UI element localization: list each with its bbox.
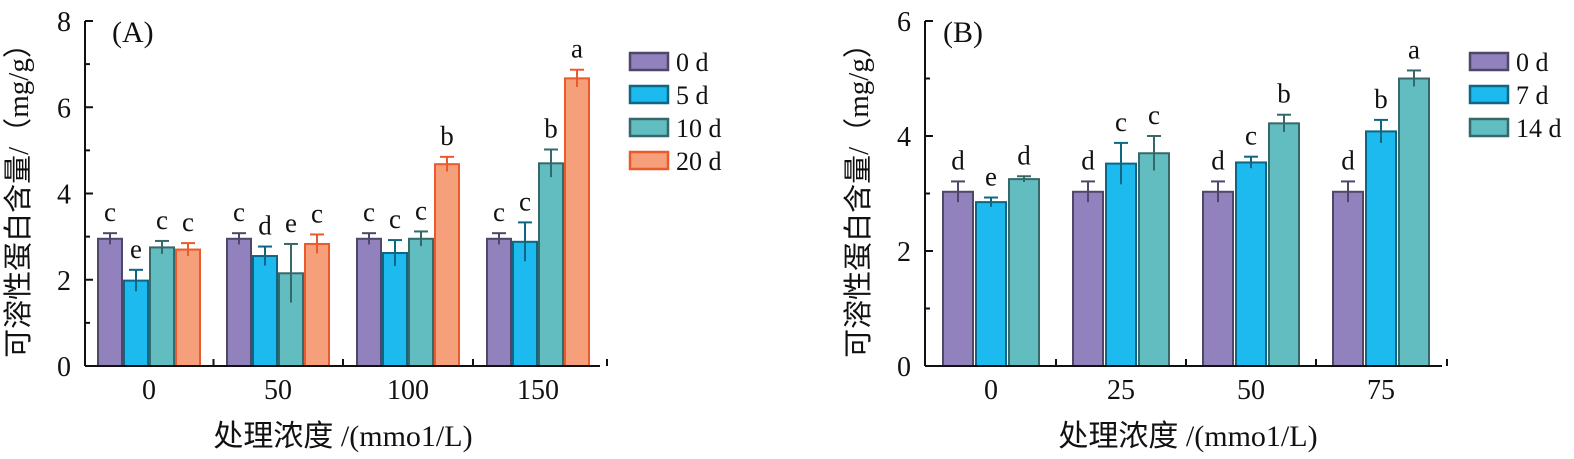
x-tick-label: 50	[264, 375, 292, 406]
significance-letter: e	[285, 208, 297, 238]
y-axis-title: 可溶性蛋白含量/（mg/g）	[842, 29, 875, 358]
y-axis-title: 可溶性蛋白含量/（mg/g）	[2, 29, 35, 358]
bar	[226, 237, 252, 367]
bar	[149, 246, 175, 367]
x-axis-title: 处理浓度 /(mmo1/L)	[213, 420, 472, 453]
y-tick-label: 6	[897, 7, 911, 38]
x-tick-label: 100	[387, 375, 429, 406]
legend-label: 7 d	[1516, 81, 1549, 110]
x-tick-label: 0	[142, 375, 156, 406]
bar	[123, 279, 149, 367]
significance-letter: c	[1115, 107, 1127, 137]
significance-letter: d	[258, 211, 272, 241]
significance-letter: e	[985, 162, 997, 192]
bar	[1072, 190, 1104, 367]
significance-letter: c	[1245, 121, 1257, 151]
y-tick-label: 0	[57, 352, 71, 383]
legend-label: 10 d	[676, 114, 722, 143]
significance-letter: b	[1374, 84, 1388, 114]
panel-label: (B)	[943, 16, 983, 49]
legend-swatch	[1468, 117, 1510, 138]
x-tick-label: 75	[1367, 375, 1395, 406]
x-tick-label: 150	[517, 375, 559, 406]
bar	[538, 162, 564, 367]
bar	[1365, 130, 1397, 367]
bar	[1332, 190, 1364, 367]
bar	[252, 255, 278, 367]
bar	[1138, 152, 1170, 367]
bar	[486, 237, 512, 367]
bar	[1202, 190, 1234, 367]
bar	[1398, 77, 1430, 367]
bar	[304, 242, 330, 367]
y-tick-label: 2	[897, 237, 911, 268]
x-tick-label: 50	[1237, 375, 1265, 406]
bar	[1105, 162, 1137, 367]
y-tick-label: 8	[57, 7, 71, 38]
significance-letter: b	[1277, 79, 1291, 109]
legend-swatch	[628, 117, 670, 138]
bar	[1008, 178, 1040, 367]
significance-letter: c	[363, 197, 375, 227]
significance-letter: c	[519, 186, 531, 216]
x-tick-label: 25	[1107, 375, 1135, 406]
bar	[1268, 122, 1300, 367]
y-tick-label: 4	[897, 122, 911, 153]
significance-letter: d	[1211, 145, 1225, 175]
significance-letter: c	[156, 205, 168, 235]
legend-swatch	[1468, 51, 1510, 72]
panel-label: (A)	[112, 16, 154, 49]
y-tick-label: 6	[57, 93, 71, 124]
bar	[382, 252, 408, 367]
legend-label: 0 d	[1516, 48, 1549, 77]
legend-swatch	[628, 84, 670, 105]
significance-letter: c	[104, 197, 116, 227]
significance-letter: c	[1148, 100, 1160, 130]
y-tick-label: 4	[57, 180, 71, 211]
legend-label: 20 d	[676, 147, 722, 176]
x-tick-label: 0	[984, 375, 998, 406]
significance-letter: c	[415, 195, 427, 225]
bar	[356, 237, 382, 367]
bar	[175, 248, 201, 367]
bar	[97, 237, 123, 367]
y-tick-label: 0	[897, 352, 911, 383]
significance-letter: c	[182, 207, 194, 237]
significance-letter: d	[1017, 140, 1031, 170]
bar	[434, 163, 460, 367]
significance-letter: c	[233, 197, 245, 227]
significance-letter: a	[571, 34, 583, 64]
y-tick-label: 2	[57, 266, 71, 297]
legend-swatch	[1468, 84, 1510, 105]
x-axis-title: 处理浓度 /(mmo1/L)	[1058, 420, 1317, 453]
significance-letter: d	[951, 145, 965, 175]
legend-swatch	[628, 150, 670, 171]
bar	[408, 237, 434, 367]
legend-label: 14 d	[1516, 114, 1562, 143]
significance-letter: b	[440, 121, 454, 151]
bar	[1235, 161, 1267, 367]
significance-letter: c	[311, 198, 323, 228]
legend-label: 5 d	[676, 81, 709, 110]
significance-letter: d	[1081, 145, 1095, 175]
bar	[564, 77, 590, 367]
bar	[975, 201, 1007, 367]
bar	[942, 190, 974, 367]
significance-letter: d	[1341, 145, 1355, 175]
significance-letter: e	[130, 234, 142, 264]
legend-label: 0 d	[676, 48, 709, 77]
significance-letter: a	[1408, 34, 1420, 64]
significance-letter: c	[493, 197, 505, 227]
legend-swatch	[628, 51, 670, 72]
significance-letter: c	[389, 204, 401, 234]
significance-letter: b	[544, 114, 558, 144]
